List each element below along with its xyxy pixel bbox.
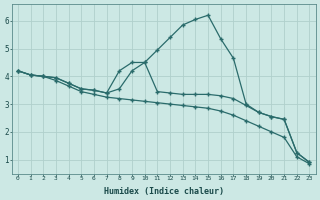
X-axis label: Humidex (Indice chaleur): Humidex (Indice chaleur): [104, 187, 224, 196]
